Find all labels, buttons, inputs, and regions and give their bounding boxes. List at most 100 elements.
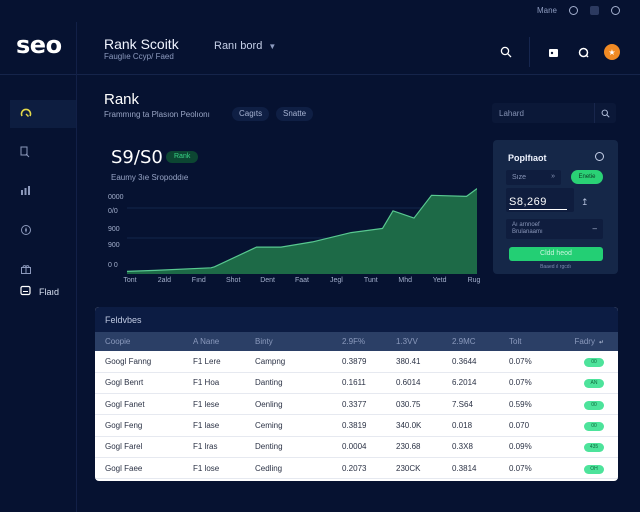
status-badge: 435 (584, 443, 604, 453)
column-header[interactable]: 2.9F% (332, 332, 386, 351)
table-cell: 230.68 (386, 436, 442, 458)
amount-field[interactable] (506, 188, 574, 212)
status-badge: 00 (584, 422, 604, 432)
y-tick: 900 (108, 226, 120, 233)
sidebar-item-explore[interactable] (10, 217, 76, 245)
table-cell: Cedling (245, 457, 332, 480)
system-label: Mane (536, 6, 557, 15)
pin-icon[interactable]: ↥ (581, 197, 589, 207)
size-select[interactable]: Sıze » (506, 170, 561, 185)
app-title: Rank Scoitk (104, 36, 179, 52)
sidebar: Flaıd (10, 100, 76, 297)
window-icon[interactable] (590, 6, 599, 15)
clock-icon[interactable] (595, 152, 604, 161)
column-header[interactable]: 1.3VV (386, 332, 442, 351)
table-cell: F1 lese (183, 393, 245, 416)
column-header[interactable]: A Nane (183, 332, 245, 351)
status-cell: 00 (555, 351, 618, 373)
x-tick: Tont (123, 277, 137, 284)
table-row[interactable]: Gogl Feng F1 lase Ceming 0.3819 340.0K 0.018 0… (95, 414, 618, 437)
table-cell: Campng (245, 351, 332, 373)
sidebar-item-reports[interactable] (10, 178, 76, 206)
filter-chip[interactable]: Snatte (276, 107, 314, 121)
table-cell: 230CK (386, 457, 442, 480)
table-cell: Gogl Benrt (95, 372, 183, 395)
table-row[interactable]: Gogl Fanet F1 lese Oenling 0.3377 030.75 7.S6… (95, 393, 618, 416)
column-header[interactable]: 2.9MC (442, 332, 499, 351)
table-cell: 0.018 (442, 414, 499, 437)
table-cell: 6.2014 (442, 372, 499, 395)
table-cell: F1 lose (183, 457, 245, 480)
table-cell: 0.59% (499, 393, 555, 416)
account-dropdown[interactable]: Aı arnnoef Brulanaamı – (506, 219, 603, 239)
search-input[interactable]: Lahard (492, 103, 616, 123)
sidebar-item-keywords[interactable] (10, 139, 76, 167)
column-header-status[interactable]: Fadry ↵ (555, 332, 618, 351)
status-cell: 00 (555, 393, 618, 416)
table-cell: 0.2073 (332, 457, 386, 480)
dropdown-line2: Brulanaamı (512, 229, 543, 235)
rankings-table-card: Feldvbes Coopie A Nane Binty 2.9F% 1.3VV… (95, 307, 618, 481)
top-bar: seo Rank Scoitk Fauglıe Ccyp/ Faed Ranı … (0, 0, 640, 75)
status-cell: AN (555, 372, 618, 395)
sidebar-item-report[interactable]: Flaıd (10, 278, 76, 306)
chevron-right-icon: » (551, 173, 555, 180)
dashboard-select[interactable]: Ranı bord ▼ (214, 40, 276, 52)
x-tick: Dent (260, 277, 275, 284)
table-header-row: Coopie A Nane Binty 2.9F% 1.3VV 2.9MC To… (95, 332, 618, 351)
page-subtitle: Frammıng ta Plasıon Peolıonı (104, 110, 210, 119)
gauge-icon (20, 107, 32, 122)
dropdown-line1: Aı arnnoef (512, 222, 540, 228)
table-cell: 0.070 (499, 414, 555, 437)
x-tick: Jegl (329, 277, 343, 284)
status-badge: 00 (584, 357, 604, 367)
table-cell: 0.3644 (442, 351, 499, 373)
report-icon (20, 285, 31, 299)
bar-chart-icon (20, 185, 31, 199)
enable-toggle[interactable]: Enetie (571, 170, 603, 184)
sort-icon[interactable]: ↵ (598, 340, 604, 346)
table-cell: Gogl Faee (95, 457, 183, 480)
table-row[interactable]: Googl Fanng F1 Lere Campng 0.3879 380.41 0.36… (95, 351, 618, 373)
table-cell: 0.09% (499, 436, 555, 458)
sidebar-item-rank[interactable] (10, 100, 76, 128)
clock-icon[interactable] (611, 6, 620, 15)
column-header[interactable]: Coopie (95, 332, 183, 351)
table-row[interactable]: Gogl Faee F1 lose Cedling 0.2073 230CK 0.3814… (95, 457, 618, 480)
folder-icon[interactable] (538, 42, 568, 62)
table-row[interactable]: Gogl Farel F1 lras Denting 0.0004 230.68 0.3X… (95, 436, 618, 458)
column-header[interactable]: Tolt (499, 332, 555, 351)
filter-chip[interactable]: Cagıts (232, 107, 270, 121)
position-panel: Poplfıaot Sıze » Enetie S8,269 ↥ Aı arnn… (493, 140, 618, 274)
search-placeholder: Lahard (499, 108, 524, 118)
chat-icon[interactable] (568, 42, 598, 62)
column-header[interactable]: Binty (245, 332, 332, 351)
amount-value: S8,269 (509, 196, 567, 210)
x-tick: 2ald (157, 277, 172, 284)
table-cell: 0.3377 (332, 393, 386, 416)
phone-icon[interactable] (569, 6, 578, 15)
submit-button[interactable]: Cldd heod (509, 247, 603, 261)
table-cell: Oenling (245, 393, 332, 416)
table-cell: 0.07% (499, 457, 555, 480)
search-icon[interactable] (491, 42, 521, 62)
table-cell: Ceming (245, 414, 332, 437)
table-cell: Googl Fanng (95, 351, 183, 373)
sidebar-item-rewards[interactable] (10, 256, 76, 284)
rankings-table: Coopie A Nane Binty 2.9F% 1.3VV 2.9MC To… (95, 332, 618, 480)
status-cell: OH (555, 457, 618, 480)
chevron-down-icon: ▼ (268, 41, 277, 51)
search-icon[interactable] (594, 103, 616, 123)
dashboard-select-label: Ranı bord (214, 40, 263, 52)
x-tick: Faat (294, 277, 310, 284)
size-select-value: Sıze (512, 174, 527, 181)
avatar[interactable]: ★ (604, 44, 620, 60)
panel-title: Poplfıaot (508, 153, 547, 163)
table-row[interactable]: Gogl Benrt F1 Hoa Danting 0.1611 0.6014 6.201… (95, 372, 618, 395)
table-cell: 340.0K (386, 414, 442, 437)
y-tick: 900 (108, 242, 120, 249)
status-cell: 00 (555, 414, 618, 437)
metric-value: S9/S0 (111, 147, 163, 168)
page-title: Rank (104, 91, 140, 108)
table-cell: 0.3819 (332, 414, 386, 437)
